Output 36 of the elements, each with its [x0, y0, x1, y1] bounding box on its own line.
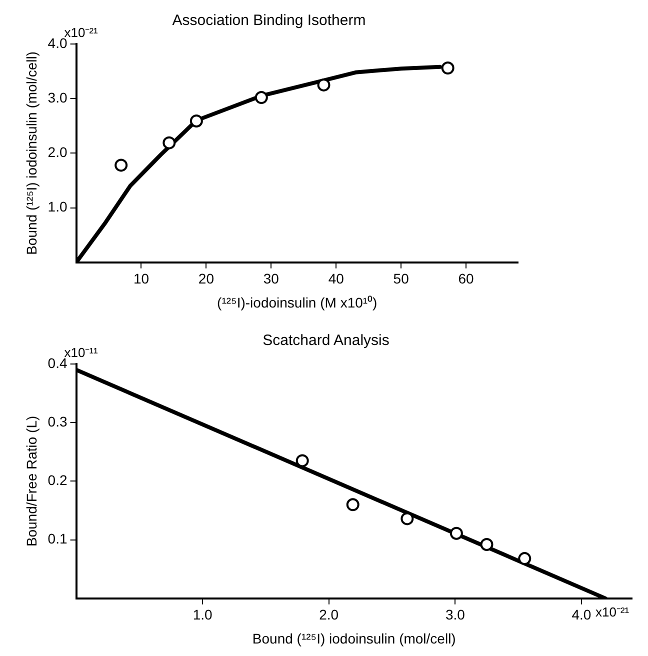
point — [317, 78, 330, 92]
point — [114, 158, 128, 172]
point — [518, 552, 532, 566]
y-axis-title: Bound/Free Ratio (L) — [23, 416, 40, 547]
x-tick-label: 3.0 — [445, 606, 466, 623]
point — [190, 114, 203, 128]
y-tick-label: 0.3 — [48, 413, 68, 430]
point — [162, 136, 176, 150]
text: x10⁻¹¹ — [64, 345, 99, 360]
x-tick-label: 60 — [458, 270, 474, 287]
y-tick-label: 0.2 — [48, 472, 68, 488]
x-tick-label: 40 — [328, 270, 344, 287]
point — [480, 538, 494, 551]
x-tick-label: 10 — [133, 270, 150, 287]
text: x10⁻²¹ — [595, 604, 630, 620]
x-tick-label: 30 — [263, 270, 280, 287]
point — [254, 91, 268, 104]
x-tick-label: 2.0 — [319, 606, 339, 623]
point — [346, 498, 360, 512]
x-tick-label: 20 — [198, 270, 214, 287]
point — [400, 512, 414, 526]
y-tick-label: 0.1 — [48, 530, 68, 547]
point — [450, 526, 463, 540]
y-tick-label: 2.0 — [48, 144, 68, 160]
x-axis-title: Bound (¹²⁵I) iodoinsulin (mol/cell) — [252, 630, 456, 646]
x-tick-label: 4.0 — [572, 606, 592, 623]
y-tick-label: 1.0 — [48, 198, 68, 215]
y-tick-label: 3.0 — [48, 89, 68, 106]
chart-title: Scatchard Analysis — [262, 332, 390, 350]
chart-title: Association Binding Isotherm — [172, 12, 366, 30]
x-axis-title: (¹²⁵I)-iodoinsulin (M x10¹⁰) — [217, 294, 378, 310]
point — [296, 454, 309, 468]
y-axis-title: Bound (¹²⁵I) iodoinsulin (mol/cell) — [23, 51, 40, 255]
x-tick-label: 1.0 — [192, 606, 213, 623]
x-tick-label: 50 — [393, 270, 410, 287]
point — [441, 62, 454, 75]
